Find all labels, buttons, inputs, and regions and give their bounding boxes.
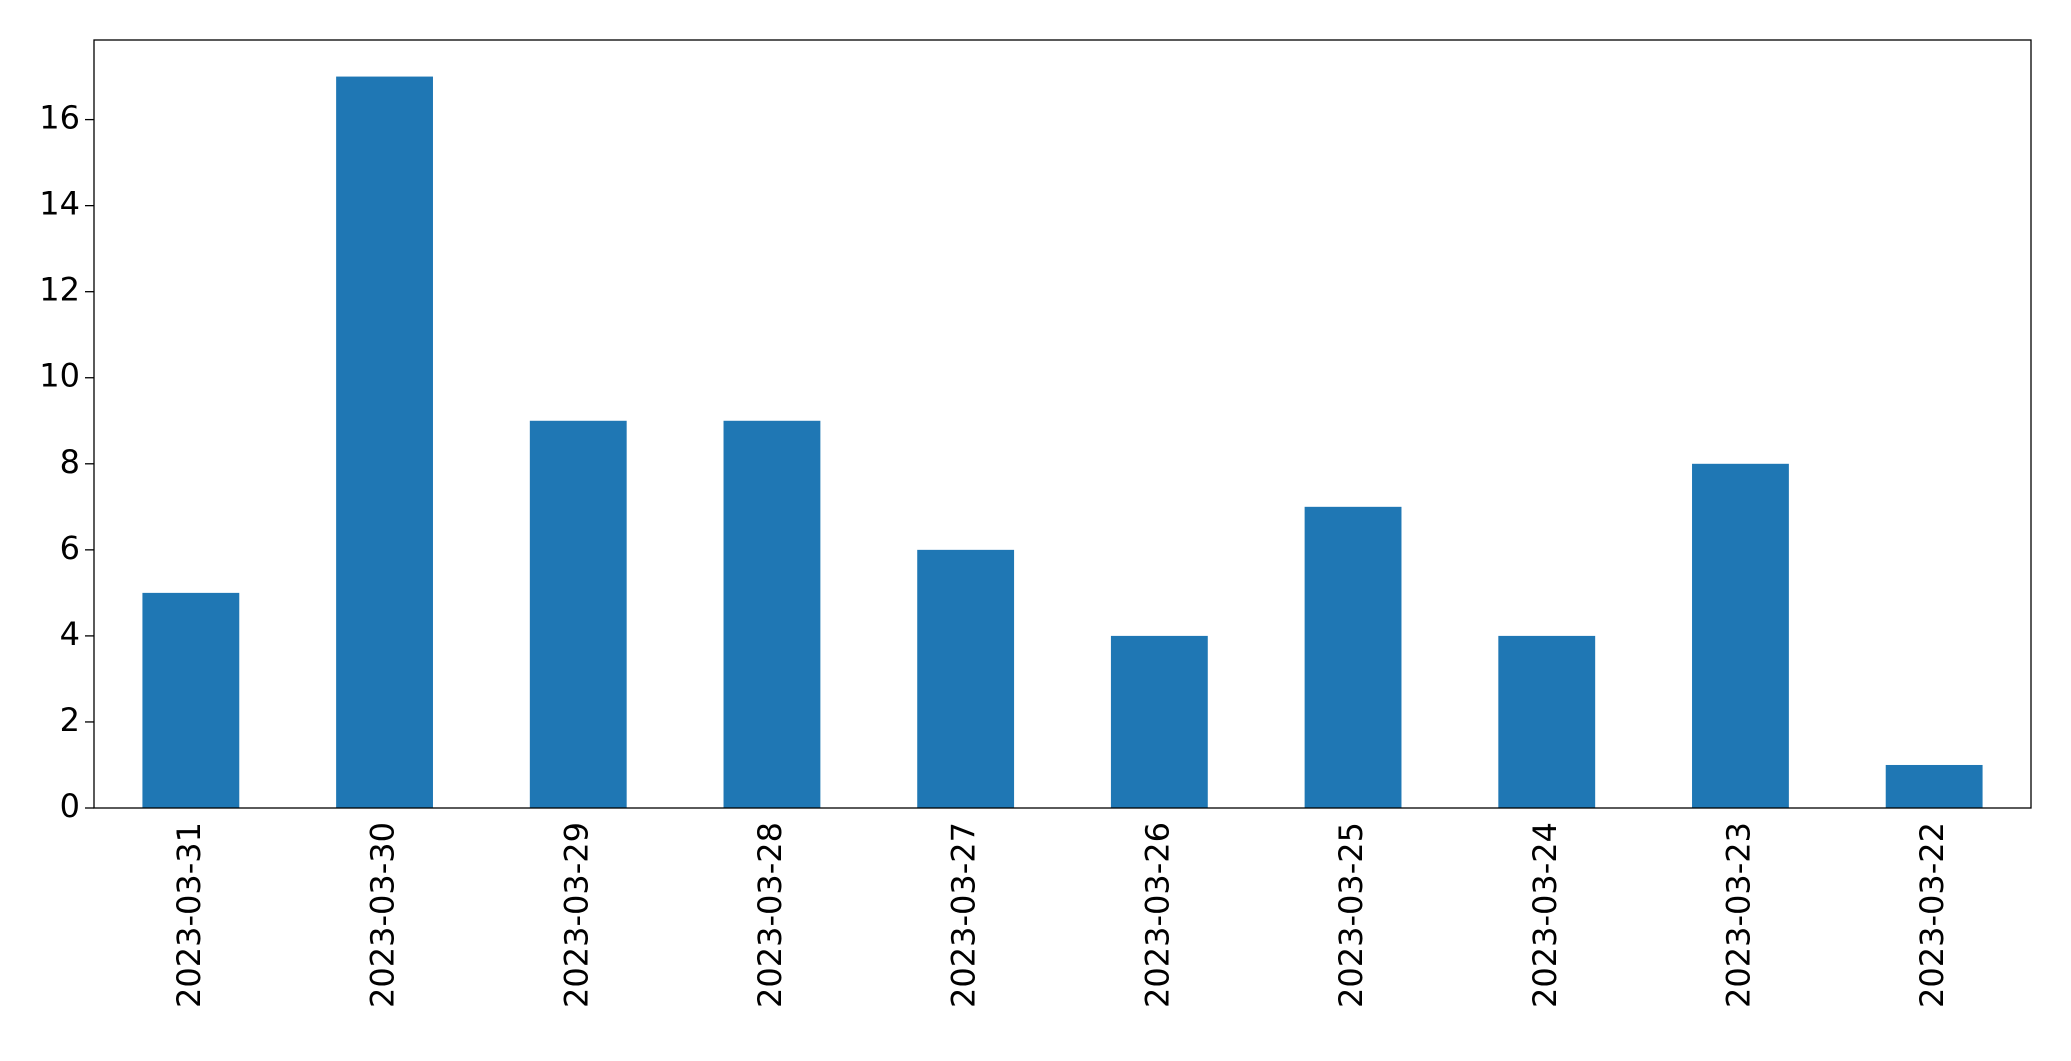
x-tick-label: 2023-03-26: [1138, 822, 1176, 1008]
bar: [1498, 635, 1596, 808]
plot-frame: [93, 39, 2032, 809]
x-tick-label: 2023-03-29: [557, 822, 595, 1008]
bar: [917, 549, 1015, 808]
x-tick-label: 2023-03-23: [1719, 822, 1757, 1008]
y-tick-label: 14: [39, 185, 80, 223]
bar: [1885, 764, 1983, 808]
y-tick-label: 12: [39, 271, 80, 309]
y-tick-label: 4: [60, 615, 80, 653]
x-tick-label: 2023-03-24: [1526, 822, 1564, 1008]
bar: [336, 76, 433, 809]
y-tick-label: 2: [60, 701, 80, 739]
bar: [529, 420, 627, 808]
x-tick-label: 2023-03-22: [1913, 822, 1951, 1008]
bar: [723, 420, 821, 808]
x-tick-label: 2023-03-27: [945, 822, 983, 1008]
y-tick-label: 6: [60, 529, 80, 567]
bar: [1692, 463, 1789, 808]
bar: [1304, 506, 1402, 808]
y-tick-label: 10: [39, 357, 80, 395]
x-tick-label: 2023-03-28: [751, 822, 789, 1008]
x-tick-label: 2023-03-30: [364, 822, 402, 1008]
y-tick-label: 0: [60, 787, 80, 825]
bar: [142, 592, 240, 808]
bar: [1110, 635, 1208, 808]
x-tick-label: 2023-03-25: [1332, 822, 1370, 1008]
x-tick-label: 2023-03-31: [170, 822, 208, 1008]
y-tick-label: 8: [60, 443, 80, 481]
y-tick-label: 16: [39, 99, 80, 137]
